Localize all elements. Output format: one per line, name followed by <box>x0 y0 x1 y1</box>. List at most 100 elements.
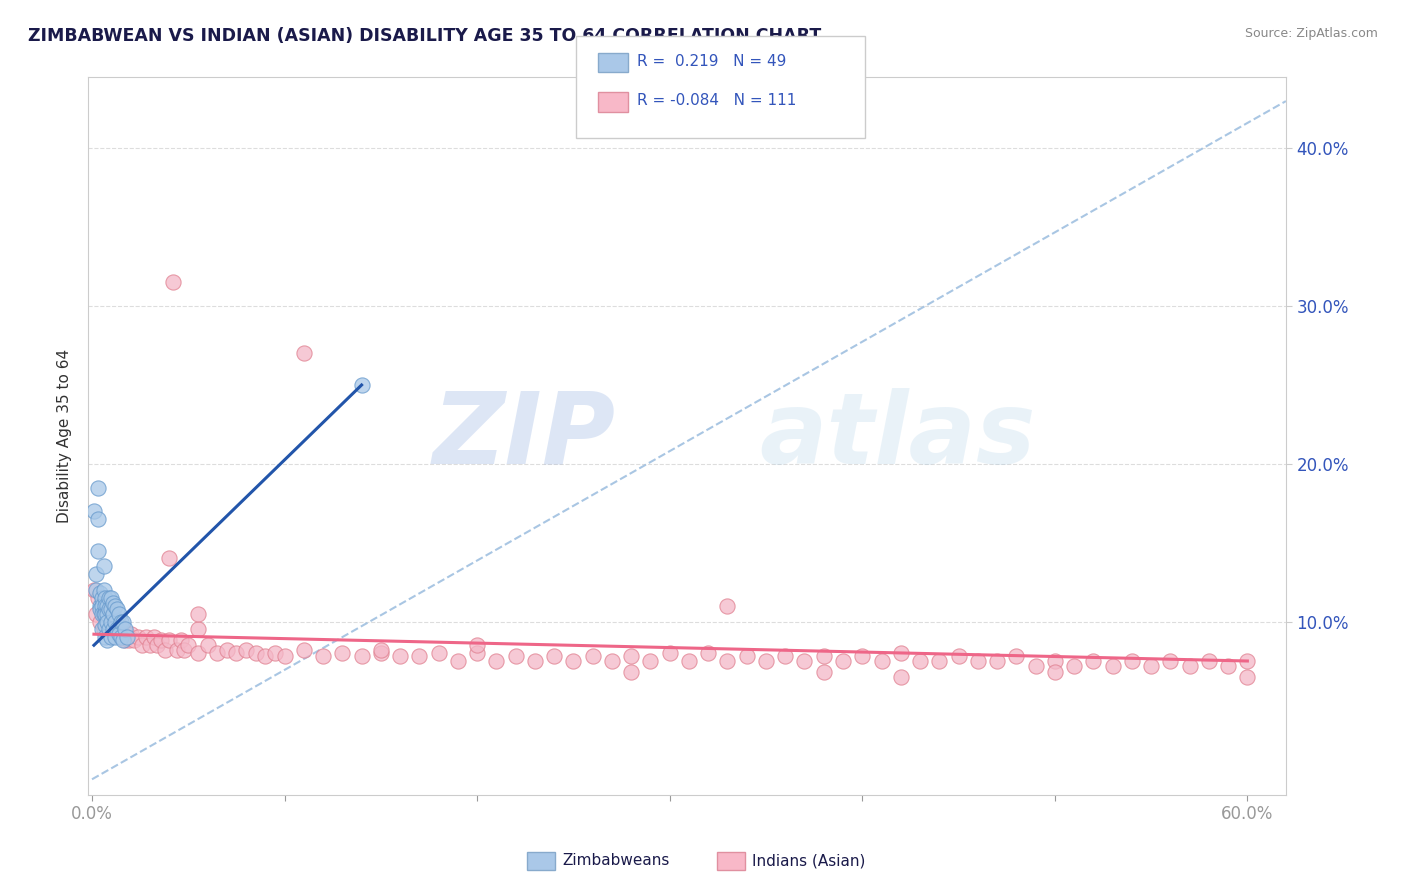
Point <box>100 631 122 645</box>
Point <box>111 623 134 637</box>
Point <box>1025 658 1047 673</box>
Point <box>1083 654 1105 668</box>
Point <box>84 567 107 582</box>
Point <box>1178 658 1201 673</box>
Point <box>697 646 720 660</box>
Point <box>890 646 912 660</box>
Point <box>187 646 209 660</box>
Text: R = -0.084   N = 111: R = -0.084 N = 111 <box>637 94 796 108</box>
Point <box>98 602 121 616</box>
Point <box>205 646 228 660</box>
Point <box>104 615 127 629</box>
Point <box>89 599 111 613</box>
Point <box>370 643 392 657</box>
Point <box>111 633 134 648</box>
Point <box>485 654 508 668</box>
Point <box>1101 658 1123 673</box>
Point <box>543 649 565 664</box>
Point <box>427 646 450 660</box>
Point <box>157 633 180 648</box>
Point <box>793 654 815 668</box>
Point <box>135 631 157 645</box>
Point <box>84 607 107 621</box>
Point <box>562 654 585 668</box>
Text: Indians (Asian): Indians (Asian) <box>752 854 866 868</box>
Point <box>103 623 125 637</box>
Point <box>1043 665 1066 679</box>
Point <box>235 643 257 657</box>
Point <box>716 599 738 613</box>
Point <box>169 633 191 648</box>
Point <box>100 591 122 605</box>
Point <box>1140 658 1163 673</box>
Point <box>986 654 1008 668</box>
Point <box>197 638 219 652</box>
Point <box>187 623 209 637</box>
Point <box>110 615 132 629</box>
Point <box>96 617 118 632</box>
Point <box>94 631 117 645</box>
Point <box>93 623 115 637</box>
Point <box>108 627 131 641</box>
Point <box>90 623 112 637</box>
Point <box>105 623 128 637</box>
Point <box>94 607 117 621</box>
Point <box>90 591 112 605</box>
Point <box>89 586 111 600</box>
Point <box>245 646 267 660</box>
Point <box>114 623 136 637</box>
Point <box>600 654 623 668</box>
Point <box>832 654 855 668</box>
Point <box>104 599 127 613</box>
Point <box>89 615 111 629</box>
Text: atlas: atlas <box>759 388 1035 484</box>
Point <box>96 599 118 613</box>
Point <box>447 654 470 668</box>
Point <box>465 646 488 660</box>
Point <box>100 602 122 616</box>
Point <box>94 607 117 621</box>
Point <box>105 627 128 641</box>
Point <box>93 607 115 621</box>
Text: R =  0.219   N = 49: R = 0.219 N = 49 <box>637 54 786 69</box>
Point <box>142 631 165 645</box>
Point <box>716 654 738 668</box>
Point <box>1236 654 1258 668</box>
Point <box>908 654 931 668</box>
Point <box>1198 654 1220 668</box>
Point <box>254 649 277 664</box>
Point <box>94 599 117 613</box>
Point <box>111 615 134 629</box>
Point <box>83 582 105 597</box>
Point <box>146 638 169 652</box>
Point <box>104 631 127 645</box>
Point <box>173 643 195 657</box>
Point <box>1005 649 1028 664</box>
Point <box>264 646 287 660</box>
Point <box>350 649 373 664</box>
Point <box>735 649 758 664</box>
Point <box>465 638 488 652</box>
Point <box>177 638 200 652</box>
Point <box>505 649 527 664</box>
Point <box>1063 658 1085 673</box>
Point <box>124 633 146 648</box>
Point <box>312 649 335 664</box>
Point <box>948 649 970 664</box>
Point <box>87 512 110 526</box>
Point <box>98 623 121 637</box>
Point <box>110 631 132 645</box>
Point <box>94 591 117 605</box>
Point <box>110 631 132 645</box>
Point <box>215 643 238 657</box>
Point <box>1216 658 1239 673</box>
Point <box>108 607 131 621</box>
Point <box>851 649 873 664</box>
Point <box>96 633 118 648</box>
Point <box>120 627 142 641</box>
Point <box>582 649 605 664</box>
Point <box>108 617 131 632</box>
Point <box>273 649 295 664</box>
Point <box>292 346 315 360</box>
Point <box>94 617 117 632</box>
